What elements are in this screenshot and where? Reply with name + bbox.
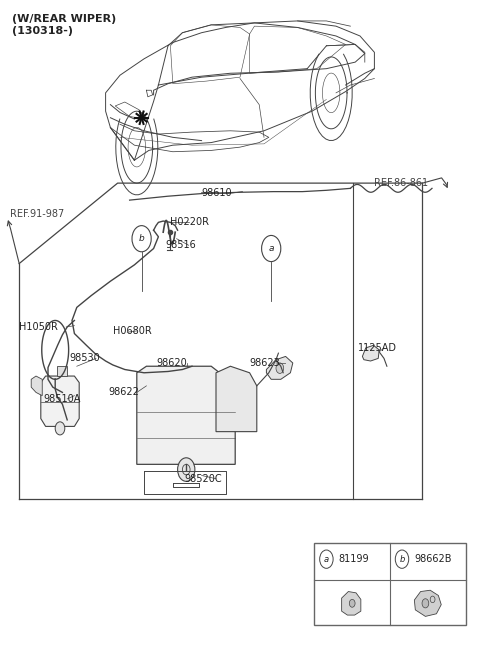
Circle shape [132,226,151,252]
Polygon shape [216,366,257,432]
Text: (130318-): (130318-) [12,26,73,35]
Circle shape [276,363,284,373]
Text: H0220R: H0220R [170,217,209,228]
Bar [314,543,466,625]
Text: 98610: 98610 [202,188,232,198]
Text: 98622: 98622 [108,387,139,398]
Text: 81199: 81199 [338,554,369,564]
Text: b: b [139,234,144,243]
Text: 98620: 98620 [156,358,187,368]
Text: REF.91-987: REF.91-987 [10,209,64,219]
Circle shape [178,458,195,481]
Circle shape [320,550,333,568]
Polygon shape [362,345,379,361]
Polygon shape [266,356,293,379]
Polygon shape [137,366,235,464]
Text: 98520C: 98520C [185,473,222,484]
Text: (W/REAR WIPER): (W/REAR WIPER) [12,14,116,24]
Circle shape [395,550,409,568]
Text: a: a [268,244,274,253]
Text: 1125AD: 1125AD [358,343,396,353]
Text: 98662B: 98662B [414,554,452,564]
Text: 98516: 98516 [166,240,196,250]
Text: a: a [324,555,329,564]
Polygon shape [342,591,361,615]
Polygon shape [414,590,441,616]
Circle shape [55,422,65,435]
Text: 98623: 98623 [250,358,280,368]
Text: 98510A: 98510A [43,394,81,404]
Circle shape [349,599,355,607]
Circle shape [262,235,281,262]
Circle shape [422,599,429,608]
Text: 98530: 98530 [70,353,100,364]
Polygon shape [41,376,79,426]
Text: REF.86-861: REF.86-861 [374,178,429,188]
Text: H0680R: H0680R [113,326,152,336]
Polygon shape [57,366,67,376]
Text: H1050R: H1050R [19,322,58,332]
Text: b: b [399,555,405,564]
Polygon shape [31,376,42,396]
